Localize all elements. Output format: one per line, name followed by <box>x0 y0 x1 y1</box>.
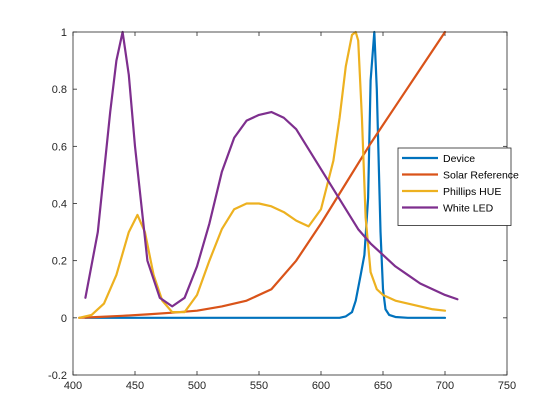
axis-ticks: 400 450 500 550 600 650 700 750 -0.2 0 0.2 0.4 0.6 0.… <box>48 27 516 392</box>
legend-label: Device <box>443 153 475 165</box>
legend-box <box>397 147 512 226</box>
y-tick-label: -0.2 <box>48 370 67 382</box>
y-tick-label: 0.4 <box>52 199 67 211</box>
x-tick-label: 500 <box>188 380 206 392</box>
x-tick-label: 400 <box>64 380 82 392</box>
x-tick-label: 600 <box>312 380 330 392</box>
legend: Device Solar Reference Phillips HUE White L… <box>397 147 519 226</box>
series-line-solar-reference <box>78 30 447 319</box>
x-tick-label: 550 <box>250 380 268 392</box>
y-tick-label: 0.8 <box>52 84 67 96</box>
legend-label: Solar Reference <box>443 170 519 182</box>
legend-label: Phillips HUE <box>443 186 501 198</box>
series-line-phillips-hue <box>78 30 447 319</box>
x-tick-label: 750 <box>498 380 516 392</box>
legend-label: White LED <box>443 203 494 215</box>
x-tick-label: 700 <box>436 380 454 392</box>
y-tick-label: 0.6 <box>52 141 67 153</box>
x-tick-label: 450 <box>126 380 144 392</box>
y-tick-label: 0 <box>61 313 67 325</box>
x-tick-label: 650 <box>374 380 392 392</box>
y-tick-label: 1 <box>61 27 67 39</box>
series-lines <box>78 30 459 319</box>
series-line-device <box>84 30 447 319</box>
series-line-white-led <box>84 30 459 308</box>
y-tick-label: 0.2 <box>52 256 67 268</box>
